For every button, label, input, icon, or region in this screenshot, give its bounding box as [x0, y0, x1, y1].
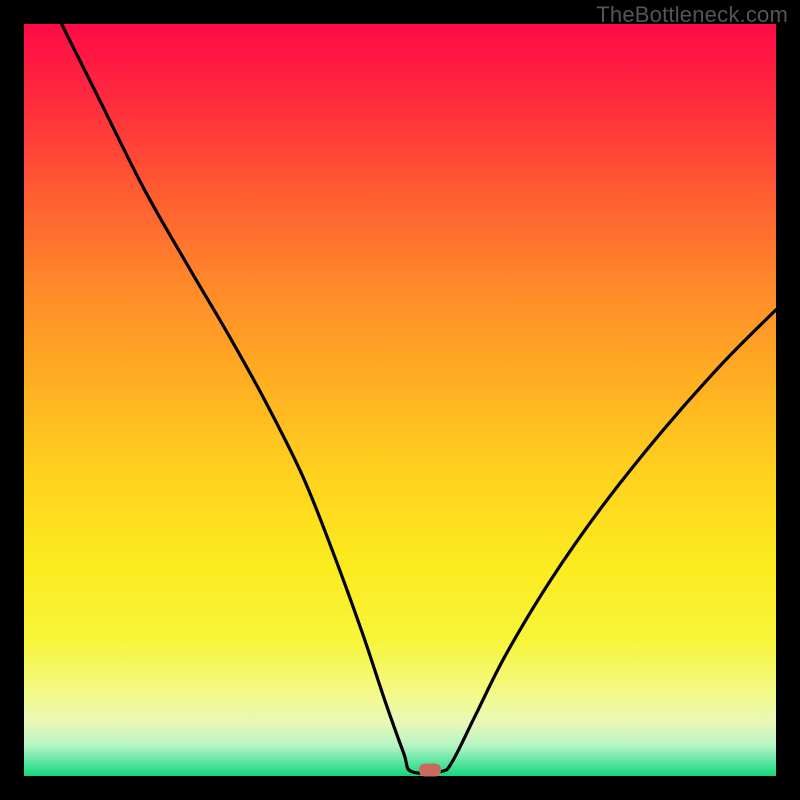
bottleneck-curve — [24, 24, 776, 776]
watermark-text: TheBottleneck.com — [596, 2, 788, 28]
plot-area — [24, 24, 776, 776]
optimal-point-marker — [419, 763, 441, 776]
